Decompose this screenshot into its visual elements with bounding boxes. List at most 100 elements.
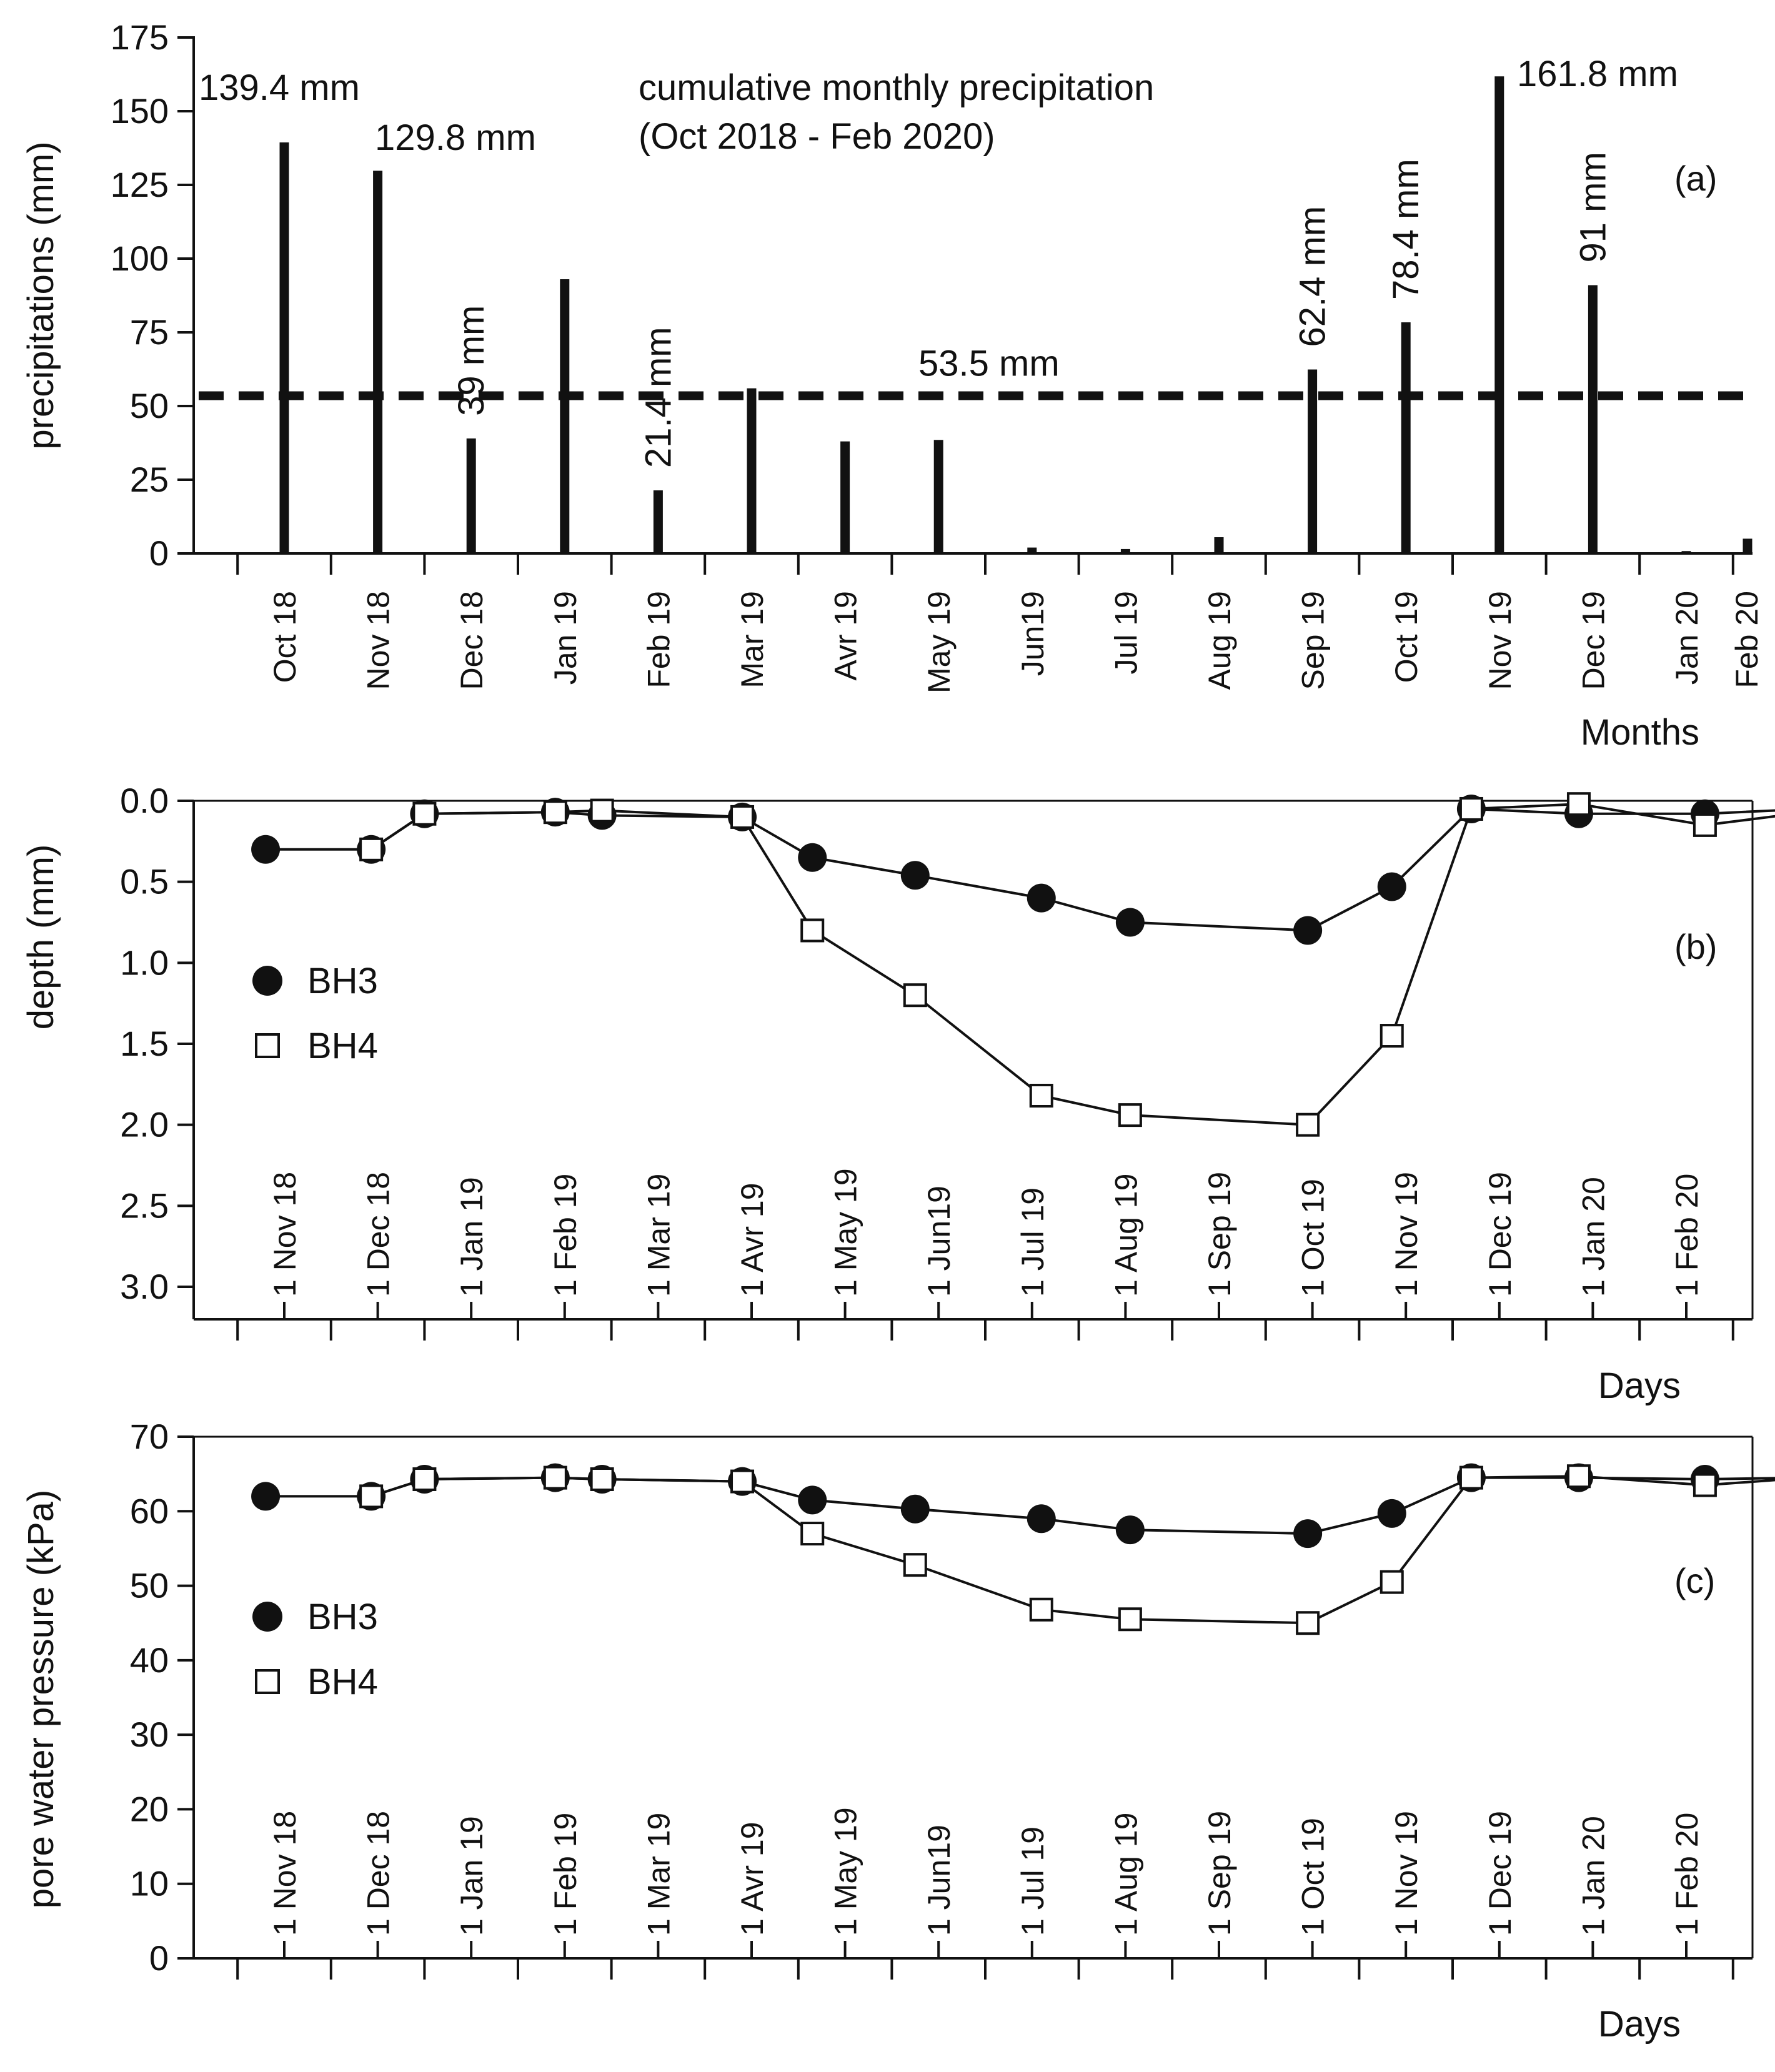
x-tick-label: 1 Jan 20 <box>1576 1816 1611 1936</box>
panel-b-depth: 0.0 0.5 1.0 1.5 2.0 2.5 3.0 1 Nov 18 1 Dec 18 1 J… <box>21 781 1775 1406</box>
x-tick-label: 1 Oct 19 <box>1296 1179 1331 1297</box>
x-tick-label: 1 Mar 19 <box>641 1813 676 1936</box>
data-point-bh4 <box>1296 1113 1320 1137</box>
y-tick-label: 1.0 <box>120 943 169 982</box>
x-tick-label: 1 Avr 19 <box>735 1822 770 1936</box>
x-tick-label: 1 Feb 19 <box>548 1174 583 1297</box>
x-category-label: May 19 <box>922 591 957 693</box>
x-tick-label: 1 Nov 19 <box>1389 1172 1424 1297</box>
data-point-bh4 <box>543 1465 567 1490</box>
x-tick-label: 1 Avr 19 <box>735 1182 770 1297</box>
data-point-bh3 <box>1027 1504 1056 1534</box>
legend-marker-bh4 <box>255 1033 280 1058</box>
data-point-bh3 <box>1377 1499 1406 1528</box>
data-point-bh4 <box>1566 1464 1591 1489</box>
x-category-label: Avr 19 <box>828 591 863 681</box>
data-point-bh4 <box>903 1553 927 1577</box>
x-category-label: Aug 19 <box>1202 591 1237 690</box>
chart-subtitle: (Oct 2018 - Feb 2020) <box>639 116 995 157</box>
data-point-bh3 <box>251 835 281 864</box>
x-tick-label: 1 Jan 19 <box>454 1177 489 1297</box>
x-category-label: Dec 19 <box>1576 591 1611 690</box>
y-tick-label: 100 <box>111 239 169 278</box>
x-tick-label: 1 Oct 19 <box>1296 1818 1331 1936</box>
x-tick-label: 1 Nov 18 <box>267 1811 302 1936</box>
data-point-bh4 <box>800 1522 825 1546</box>
x-category-label: Sep 19 <box>1296 591 1331 690</box>
x-tick-label: 1 Jul 19 <box>1015 1827 1050 1936</box>
data-point-bh4 <box>730 1469 755 1494</box>
y-tick-label: 30 <box>130 1715 169 1754</box>
data-point-bh3 <box>1377 872 1406 901</box>
bar-value-label: 39 mm <box>451 305 492 416</box>
y-tick-label: 20 <box>130 1789 169 1828</box>
y-tick-label: 2.5 <box>120 1186 169 1225</box>
bar-value-label: 78.4 mm <box>1386 159 1426 300</box>
data-point-bh3 <box>1115 1515 1145 1545</box>
series-line-bh3 <box>266 1476 1775 1535</box>
bar-value-label: 91 mm <box>1573 152 1613 262</box>
data-point-bh3 <box>900 1494 930 1524</box>
panel-c-pore-pressure: 0 10 20 30 40 50 60 70 1 Nov 18 1 Dec 18 1 Jan 19 1… <box>21 1417 1775 2045</box>
legend-marker-bh3 <box>252 1602 282 1632</box>
data-point-bh4 <box>1693 1473 1717 1497</box>
data-point-bh4 <box>412 801 437 826</box>
y-tick-label: 50 <box>130 1566 169 1605</box>
data-point-bh4 <box>1459 796 1483 821</box>
data-point-bh3 <box>1293 1519 1323 1549</box>
data-point-bh3 <box>900 861 930 890</box>
x-tick-label: 1 Mar 19 <box>641 1174 676 1297</box>
x-tick-label: 1 Sep 19 <box>1202 1172 1237 1297</box>
bar-value-label: 139.4 mm <box>199 67 360 108</box>
data-point-bh3 <box>798 1485 827 1515</box>
x-tick-label: 1 Dec 18 <box>361 1811 396 1936</box>
x-tick-label: 1 Jan 20 <box>1576 1177 1611 1297</box>
x-category-label: Nov 18 <box>361 591 396 690</box>
x-tick-label: 1 Jan 19 <box>454 1816 489 1936</box>
x-tick-label: 1 Nov 19 <box>1389 1811 1424 1936</box>
data-point-bh4 <box>590 1467 614 1491</box>
y-tick-label: 150 <box>111 91 169 131</box>
y-tick-label: 75 <box>130 312 169 352</box>
data-point-bh3 <box>798 843 827 872</box>
bar-value-label: 21.4 mm <box>638 327 679 468</box>
x-axis-title: Days <box>1598 1366 1681 1406</box>
data-point-bh4 <box>1380 1024 1404 1048</box>
bar-value-label: 161.8 mm <box>1517 54 1678 94</box>
data-point-bh4 <box>359 837 384 861</box>
y-tick-label: 10 <box>130 1864 169 1903</box>
x-category-label: Jul 19 <box>1108 591 1143 674</box>
x-category-label: Feb 19 <box>641 591 676 688</box>
average-label: 53.5 mm <box>918 343 1060 384</box>
y-axis-title: depth (mm) <box>21 845 61 1030</box>
data-point-bh4 <box>1566 792 1591 816</box>
panel-label: (b) <box>1674 927 1717 966</box>
legend-marker-bh4 <box>255 1669 280 1694</box>
y-tick-label: 0 <box>149 1938 169 1978</box>
y-tick-label: 175 <box>111 17 169 57</box>
data-point-bh4 <box>1118 1607 1142 1632</box>
x-axis-title: Days <box>1598 2004 1681 2045</box>
data-point-bh4 <box>543 800 567 825</box>
y-tick-label: 1.5 <box>120 1024 169 1063</box>
x-tick-label: 1 Jun19 <box>922 1186 957 1297</box>
legend-label-bh4: BH4 <box>307 1662 378 1702</box>
x-category-label: Jun19 <box>1015 591 1050 676</box>
y-tick-label: 3.0 <box>120 1267 169 1306</box>
data-point-bh3 <box>1027 883 1056 913</box>
y-tick-label: 25 <box>130 460 169 499</box>
x-category-label: Mar 19 <box>735 591 770 688</box>
x-tick-label: 1 Sep 19 <box>1202 1811 1237 1936</box>
x-tick-label: 1 Feb 19 <box>548 1813 583 1936</box>
data-point-bh4 <box>1693 813 1717 837</box>
y-tick-label: 125 <box>111 165 169 204</box>
data-point-bh4 <box>903 983 927 1008</box>
data-point-bh4 <box>1380 1570 1404 1594</box>
x-category-label: Nov 19 <box>1483 591 1518 690</box>
x-category-label: Feb 20 <box>1729 591 1764 688</box>
y-tick-label: 0.5 <box>120 862 169 901</box>
data-point-bh4 <box>590 798 614 823</box>
x-tick-label: 1 Aug 19 <box>1108 1174 1143 1297</box>
data-point-bh4 <box>800 918 825 943</box>
